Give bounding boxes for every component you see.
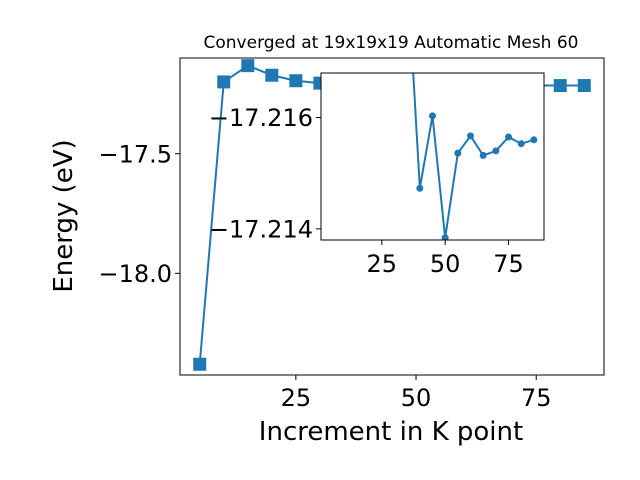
inset-data-point	[467, 132, 475, 140]
inset-data-point	[441, 234, 449, 240]
inset-data-point	[479, 151, 487, 159]
main-data-point	[553, 79, 567, 93]
inset-y-tick-label: −17.214	[209, 216, 313, 244]
main-x-tick-label: 75	[521, 384, 552, 412]
main-data-point	[217, 75, 231, 89]
inset-x-tick-label: 25	[367, 250, 398, 278]
inset-x-tick-label: 75	[493, 250, 524, 278]
inset-series	[412, 73, 538, 240]
inset-y-tick-label: −17.216	[209, 104, 313, 132]
main-data-point	[241, 59, 255, 73]
y-axis-label: Energy (eV)	[49, 139, 79, 292]
main-y-tick-label: −18.0	[98, 260, 172, 288]
main-plot-frame	[179, 57, 605, 376]
main-data-point	[193, 357, 207, 371]
chart-title: Converged at 19x19x19 Automatic Mesh 60	[204, 33, 579, 53]
inset-data-point	[530, 136, 538, 144]
inset-data-point	[454, 149, 462, 157]
inset-plot-frame	[320, 72, 545, 241]
inset-background	[321, 73, 544, 240]
main-x-tick-label: 50	[401, 384, 432, 412]
inset-data-point	[517, 140, 525, 148]
inset-x-tick-label: 50	[430, 250, 461, 278]
main-x-tick-label: 25	[281, 384, 312, 412]
main-data-point	[289, 74, 303, 88]
inset-data-point	[492, 147, 500, 155]
main-axis-ticks: 25 50 75 −18.0 −17.5	[98, 140, 551, 412]
inset-data-point	[416, 184, 424, 192]
x-axis-label: Increment in K point	[259, 417, 523, 447]
main-y-tick-label: −17.5	[98, 140, 172, 168]
main-data-point	[265, 68, 279, 82]
inset-data-point	[505, 133, 513, 141]
inset-axis-ticks: 25 50 75 −17.216 −17.214	[209, 104, 524, 278]
inset-data-point	[429, 112, 436, 120]
main-data-point	[577, 79, 591, 93]
